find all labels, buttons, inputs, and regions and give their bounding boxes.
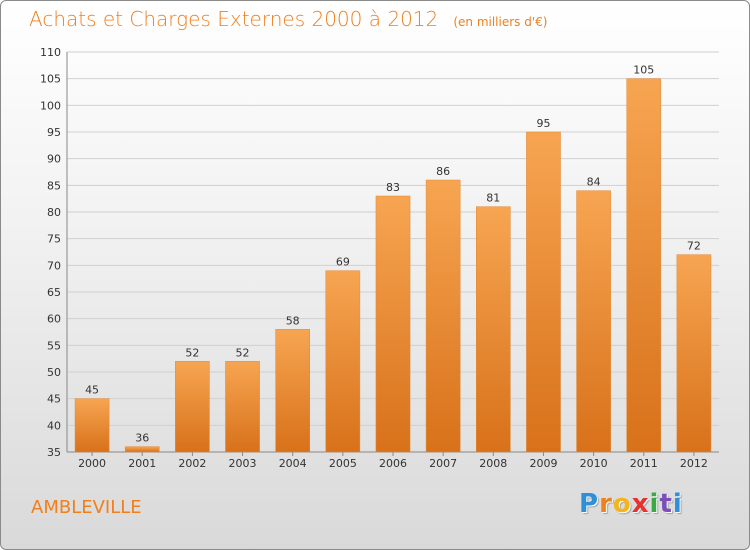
- data-label-2011: 105: [633, 64, 654, 77]
- bar-2009[interactable]: [526, 131, 561, 453]
- data-label-2001: 36: [135, 432, 149, 445]
- chart-subtitle: (en milliers d'€): [453, 15, 548, 29]
- data-label-2003: 52: [236, 346, 250, 359]
- commune-name: AMBLEVILLE: [31, 497, 142, 518]
- logo-letter: r: [599, 489, 613, 519]
- bar-2008[interactable]: [476, 206, 511, 453]
- title-row: Achats et Charges Externes 2000 à 2012 (…: [29, 7, 547, 31]
- y-tick-label: 40: [47, 419, 61, 432]
- x-tick-label: 2004: [279, 457, 307, 470]
- y-tick-label: 70: [47, 259, 61, 272]
- data-label-2009: 95: [536, 117, 550, 130]
- bar-2000[interactable]: [74, 398, 110, 453]
- data-label-2006: 83: [386, 181, 400, 194]
- bar-2011[interactable]: [626, 78, 662, 453]
- logo-letter: o: [612, 489, 632, 519]
- data-label-2007: 86: [436, 165, 450, 178]
- data-label-2012: 72: [687, 240, 701, 253]
- data-labels: 45 36 52 52 58 69 83 86 81 95 84 105 72: [85, 64, 701, 445]
- data-label-2002: 52: [185, 346, 199, 359]
- y-tick-label: 105: [40, 73, 61, 86]
- bar-2010[interactable]: [576, 190, 611, 453]
- y-tick-label: 65: [47, 286, 61, 299]
- proxiti-logo[interactable]: Proxiti: [579, 489, 683, 519]
- y-tick-label: 95: [47, 126, 61, 139]
- y-tick-label: 75: [47, 233, 61, 246]
- bar-2004[interactable]: [275, 329, 310, 453]
- x-tick-label: 2005: [329, 457, 357, 470]
- data-label-2004: 58: [286, 314, 300, 327]
- y-tick-label: 90: [47, 153, 61, 166]
- x-tick-label: 2012: [680, 457, 708, 470]
- y-tick-label: 60: [47, 313, 61, 326]
- x-tick-label: 2003: [229, 457, 257, 470]
- y-tick-label: 110: [40, 46, 61, 59]
- x-tick-label: 2000: [78, 457, 106, 470]
- logo-letter: i: [672, 489, 683, 519]
- y-tick-label: 100: [40, 99, 61, 112]
- y-tick-label: 55: [47, 339, 61, 352]
- x-tick-label: 2008: [479, 457, 507, 470]
- y-tick-label: 50: [47, 366, 61, 379]
- y-tick-label: 85: [47, 179, 61, 192]
- x-tick-label: 2006: [379, 457, 407, 470]
- x-tick-label: 2001: [128, 457, 156, 470]
- chart-title: Achats et Charges Externes 2000 à 2012: [29, 7, 439, 31]
- data-label-2000: 45: [85, 384, 99, 397]
- x-tick-label: 2002: [178, 457, 206, 470]
- bar-2002[interactable]: [175, 361, 210, 453]
- logo-letter: P: [579, 489, 600, 519]
- logo-letter: i: [649, 489, 660, 519]
- bar-2005[interactable]: [325, 270, 361, 453]
- y-tick-label: 45: [47, 393, 61, 406]
- bars: [74, 78, 712, 453]
- bar-2007[interactable]: [425, 179, 461, 453]
- x-tick-label: 2010: [580, 457, 608, 470]
- data-label-2008: 81: [486, 192, 500, 205]
- axes: 35 40 45 50 55 60 65 70 75 80 85 90 95 100 105 110 2000 2…: [40, 46, 719, 470]
- x-tick-label: 2011: [630, 457, 658, 470]
- logo-letter: t: [659, 489, 673, 519]
- bar-2001[interactable]: [124, 446, 160, 453]
- data-label-2010: 84: [587, 176, 601, 189]
- bar-chart: 35 40 45 50 55 60 65 70 75 80 85 90 95 100 105 110 2000 2…: [40, 46, 719, 470]
- x-tick-label: 2009: [529, 457, 557, 470]
- bar-2003[interactable]: [225, 361, 260, 453]
- data-label-2005: 69: [336, 256, 350, 269]
- x-tick-label: 2007: [429, 457, 457, 470]
- y-tick-label: 80: [47, 206, 61, 219]
- bar-2006[interactable]: [375, 195, 411, 453]
- logo-letter: x: [631, 489, 650, 519]
- bar-2012[interactable]: [676, 254, 712, 453]
- y-tick-label: 35: [47, 446, 61, 459]
